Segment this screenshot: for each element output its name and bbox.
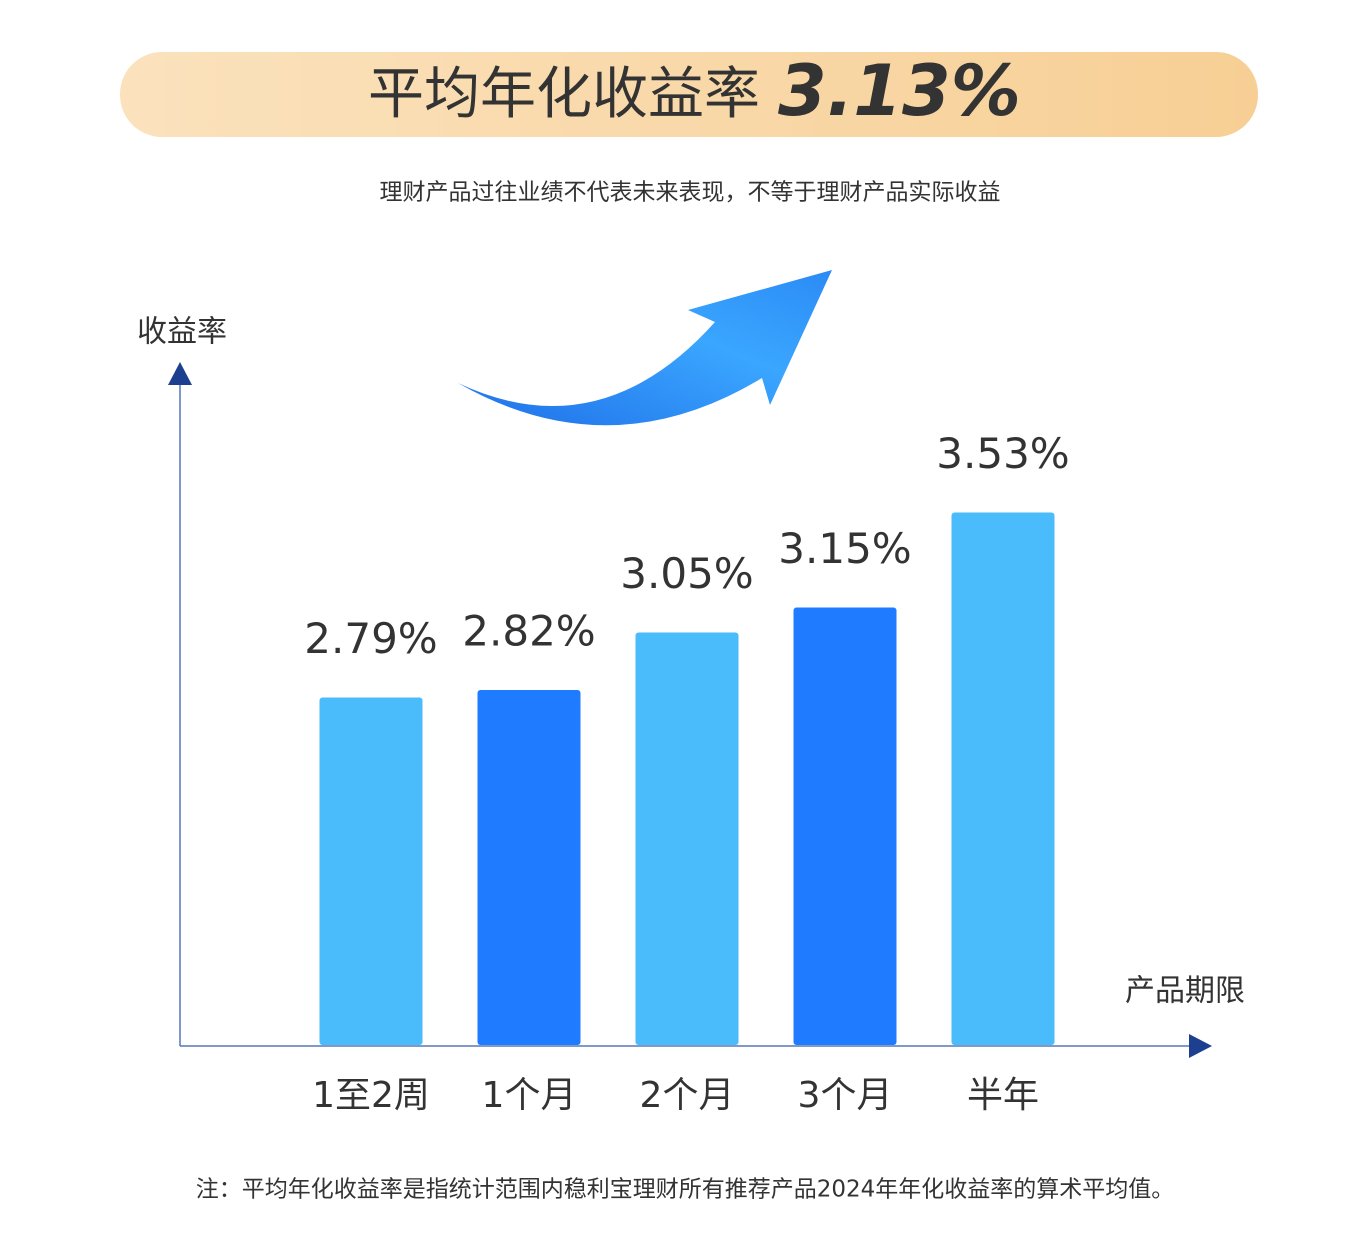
footnote: 注：平均年化收益率是指统计范围内稳利宝理财所有推荐产品2024年年化收益率的算术… [196,1177,1175,1203]
trend-arrow [458,270,832,426]
bar [951,512,1055,1045]
x-tick-label: 1个月 [482,1075,577,1116]
headline-value: 3.13% [778,50,1021,132]
value-label: 2.82% [462,607,595,656]
x-tick-label: 2个月 [640,1075,735,1116]
chart-title: 平均年化收益率 [368,62,760,127]
value-label: 3.15% [778,524,911,573]
bar [477,690,581,1045]
value-label: 3.05% [620,549,753,598]
x-axis-label: 产品期限 [1125,974,1245,1009]
x-tick-label: 3个月 [798,1075,893,1116]
y-axis-label: 收益率 [137,315,227,350]
title-pill [120,52,1258,137]
bar [319,697,423,1045]
subtitle: 理财产品过往业绩不代表未来表现，不等于理财产品实际收益 [380,180,1001,206]
x-tick-label: 半年 [967,1075,1039,1116]
x-axis-arrow [1189,1034,1212,1058]
bar [635,632,739,1045]
y-axis-arrow [168,362,192,385]
value-label: 3.53% [936,429,1069,478]
x-tick-label: 1至2周 [312,1075,430,1116]
bar [793,607,897,1045]
value-label: 2.79% [304,614,437,663]
